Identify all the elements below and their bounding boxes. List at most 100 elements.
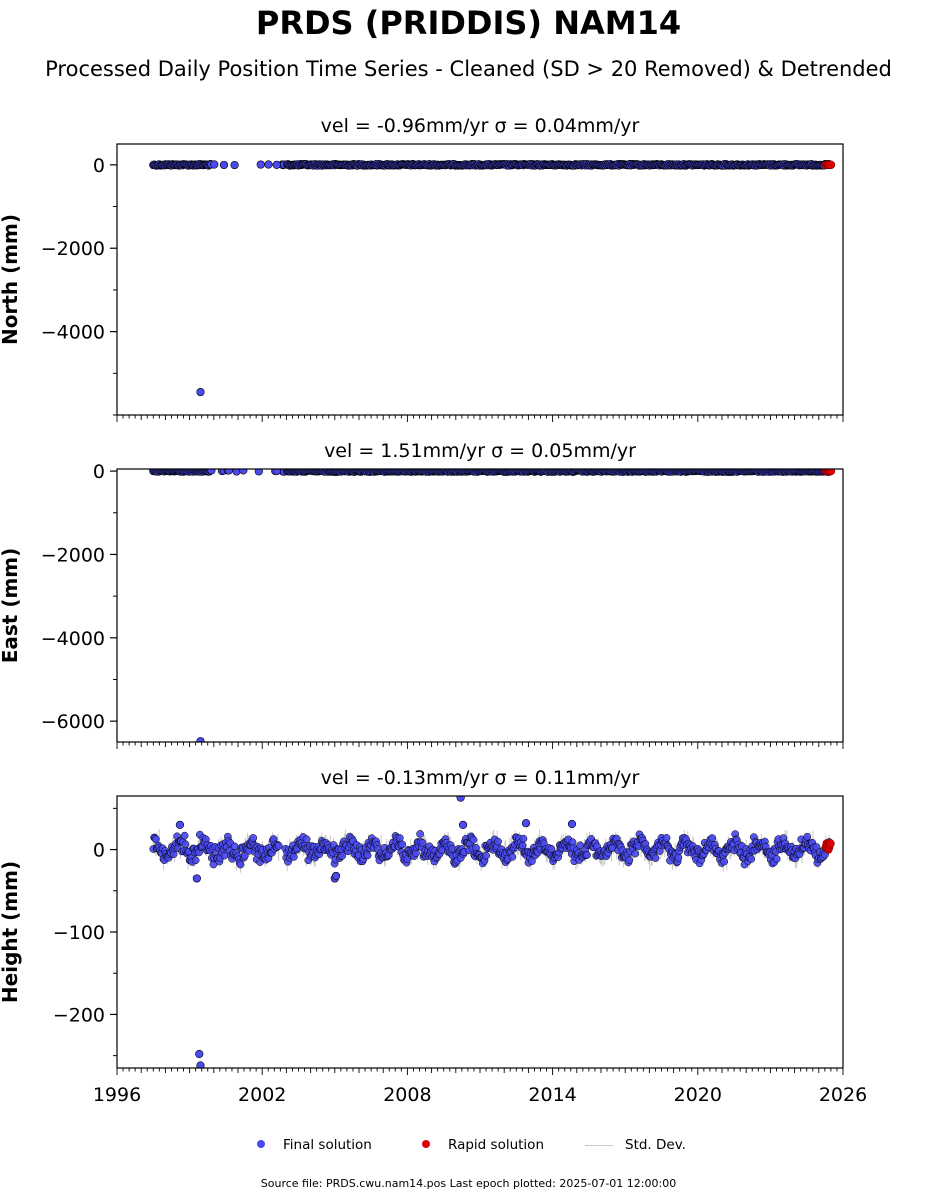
rapid-marker-icon [422,1140,430,1148]
final-point [249,834,258,842]
final-point [254,469,263,476]
final-point [395,834,404,842]
final-point [264,160,273,169]
final-point [256,160,265,169]
height-data [149,796,835,1068]
final-point [576,841,585,850]
north-panel-title: vel = -0.96mm/yr σ = 0.04mm/yr [321,115,640,137]
ytick-label: −2000 [41,238,105,260]
north-panel: vel = -0.96mm/yr σ = 0.04mm/yr North (mm)… [0,115,844,422]
outlier-point [196,1061,205,1068]
ytick-label: −2000 [41,544,105,566]
outlier-point [196,737,205,742]
final-point [290,853,298,861]
final-point [469,835,478,844]
final-point [547,845,556,853]
height-panel-title: vel = -0.13mm/yr σ = 0.11mm/yr [321,767,640,789]
east-panel-title: vel = 1.51mm/yr σ = 0.05mm/yr [324,440,636,462]
ytick-label: −6000 [41,711,105,733]
final-point [747,855,756,863]
legend-final-label: Final solution [283,1137,372,1153]
xtick-label: 2008 [383,1084,431,1106]
final-point [181,840,190,849]
final-point [230,160,239,170]
ytick-label: −4000 [41,628,105,650]
outlier-point [458,820,468,829]
final-point [655,847,664,855]
final-point [651,854,660,862]
final-point [720,857,729,866]
north-ylabel: North (mm) [0,214,22,345]
north-frame [116,143,844,416]
final-point [219,160,229,170]
final-point [708,834,717,842]
final-point [207,469,216,475]
east-frame [116,468,844,743]
east-data [149,469,836,742]
chart-subtitle: Processed Daily Position Time Series - C… [45,57,892,81]
final-point [239,469,248,475]
final-marker-icon [257,1140,265,1148]
final-point [230,842,239,851]
final-point [583,851,591,859]
final-point [518,841,527,850]
final-point [363,851,372,860]
outlier-point [192,874,201,883]
outlier-point [272,469,281,476]
final-point [631,849,640,858]
ytick-label: −200 [53,1004,105,1026]
final-point [674,853,683,862]
final-point [210,160,219,169]
final-point [482,851,491,860]
final-point [662,834,671,842]
source-footer: Source file: PRDS.cwu.nam14.pos Last epo… [260,1177,677,1190]
outlier-point [567,819,577,829]
xtick-label: 2014 [528,1084,576,1106]
legend-stddev: Std. Dev. [585,1137,686,1153]
final-point [772,855,781,863]
height-ylabel: Height (mm) [0,861,22,1003]
outlier-point [195,1049,204,1059]
stddev-line-icon [585,1144,613,1146]
height-panel: vel = -0.13mm/yr σ = 0.11mm/yr Height (mm… [0,767,867,1106]
legend-stddev-label: Std. Dev. [625,1137,686,1153]
east-panel: vel = 1.51mm/yr σ = 0.05mm/yr East (mm) 0 −… [0,440,844,749]
final-point [494,837,502,846]
xtick-label: 1996 [93,1084,141,1106]
legend-rapid-label: Rapid solution [448,1137,544,1153]
final-point [398,840,407,849]
final-point [191,856,200,865]
ytick-label: 0 [93,461,105,483]
rapid-point [826,469,836,476]
chart-title: PRDS (PRIDDIS) NAM14 [255,4,682,42]
rapid-point [826,839,835,848]
final-point [625,856,634,864]
final-point [519,834,528,843]
final-point [224,469,233,475]
outlier-point [272,160,281,169]
final-point [528,857,536,866]
final-point [302,835,311,844]
rapid-point [826,160,836,170]
final-point [151,835,160,844]
final-point [803,832,812,841]
final-point [418,839,427,847]
outlier-point [521,819,531,828]
xtick-label: 2002 [238,1084,286,1106]
legend-rapid: Rapid solution [422,1137,544,1153]
ytick-label: 0 [93,840,105,862]
xtick-label: 2020 [674,1084,722,1106]
east-ylabel: East (mm) [0,548,22,664]
north-data [149,159,836,397]
final-point [274,841,283,850]
legend-final: Final solution [257,1137,372,1153]
final-point [416,830,424,838]
final-point [508,853,517,861]
outlier-point [331,871,341,881]
ytick-label: −100 [53,922,105,944]
xtick-label: 2026 [819,1084,867,1106]
outlier-point [196,387,205,397]
outlier-point [175,820,185,829]
ytick-label: −4000 [41,322,105,344]
